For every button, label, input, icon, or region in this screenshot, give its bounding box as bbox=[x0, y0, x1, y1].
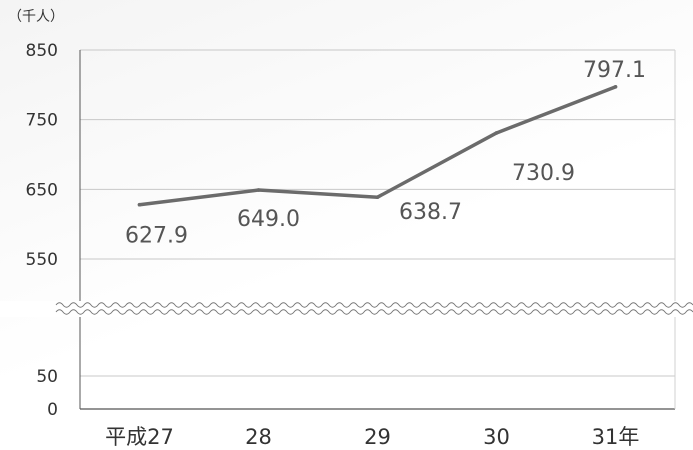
y-tick-label: 0 bbox=[47, 400, 58, 420]
axis-break bbox=[0, 301, 693, 317]
series-line-layer bbox=[137, 85, 618, 207]
axis-break-band bbox=[0, 301, 693, 317]
data-label: 627.9 bbox=[125, 224, 188, 249]
y-tick-label: 750 bbox=[26, 111, 58, 131]
y-tick-label: 650 bbox=[26, 180, 58, 200]
data-point bbox=[375, 195, 380, 200]
data-point bbox=[256, 188, 261, 192]
data-label: 797.1 bbox=[583, 58, 646, 83]
axis-break-wave bbox=[55, 309, 693, 315]
data-point bbox=[137, 202, 142, 207]
y-tick-label: 850 bbox=[26, 41, 58, 61]
x-tick-label: 29 bbox=[364, 425, 391, 449]
y-tick-labels: 550 650 750 850 0 50 bbox=[26, 41, 58, 420]
data-labels: 627.9 649.0 638.7 730.9 797.1 bbox=[125, 58, 646, 249]
x-tick-label: 30 bbox=[483, 425, 510, 449]
x-tick-label: 31年 bbox=[592, 425, 640, 449]
x-tick-labels: 平成27 28 29 30 31年 bbox=[105, 425, 639, 449]
data-label: 730.9 bbox=[512, 161, 575, 186]
data-point bbox=[613, 85, 618, 89]
y-unit-label: （千人） bbox=[8, 9, 64, 25]
axis-break-wave bbox=[55, 302, 693, 308]
gridlines bbox=[79, 49, 676, 410]
series-line bbox=[137, 85, 618, 207]
x-tick-label: 28 bbox=[245, 425, 272, 449]
data-label: 638.7 bbox=[399, 200, 462, 225]
y-tick-label: 550 bbox=[26, 250, 58, 270]
y-tick-label: 50 bbox=[36, 367, 58, 387]
data-label: 649.0 bbox=[237, 207, 300, 232]
data-point bbox=[494, 131, 499, 135]
x-tick-label: 平成27 bbox=[105, 425, 174, 449]
